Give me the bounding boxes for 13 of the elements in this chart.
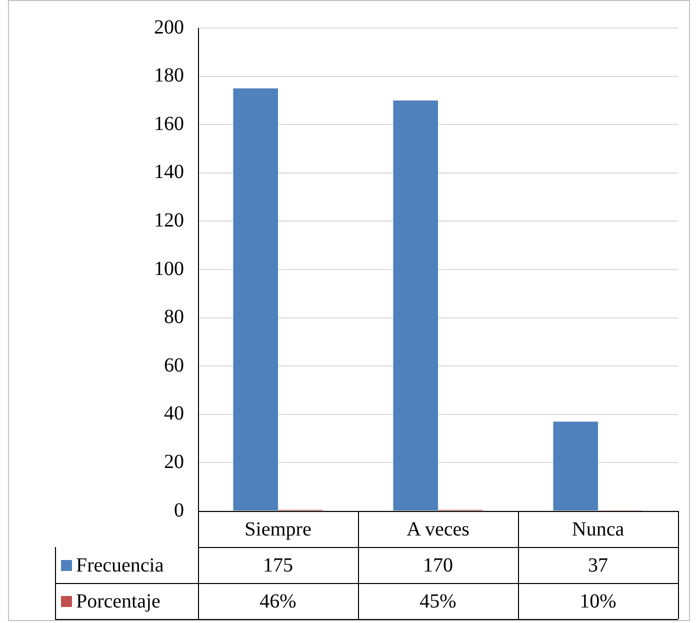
bar xyxy=(553,422,598,510)
y-tick-label: 160 xyxy=(154,112,184,135)
y-tick-label: 180 xyxy=(154,64,184,87)
bar xyxy=(233,88,278,510)
y-tick-label: 80 xyxy=(164,306,184,328)
y-tick-label: 60 xyxy=(164,354,184,376)
y-tick-label: 140 xyxy=(154,161,184,184)
bar xyxy=(393,100,438,510)
y-tick-label: 100 xyxy=(154,258,184,280)
y-tick-label: 20 xyxy=(164,450,184,473)
y-tick-label: 120 xyxy=(154,209,184,232)
y-tick-label: 40 xyxy=(164,402,184,425)
y-tick-label: 200 xyxy=(154,16,184,38)
